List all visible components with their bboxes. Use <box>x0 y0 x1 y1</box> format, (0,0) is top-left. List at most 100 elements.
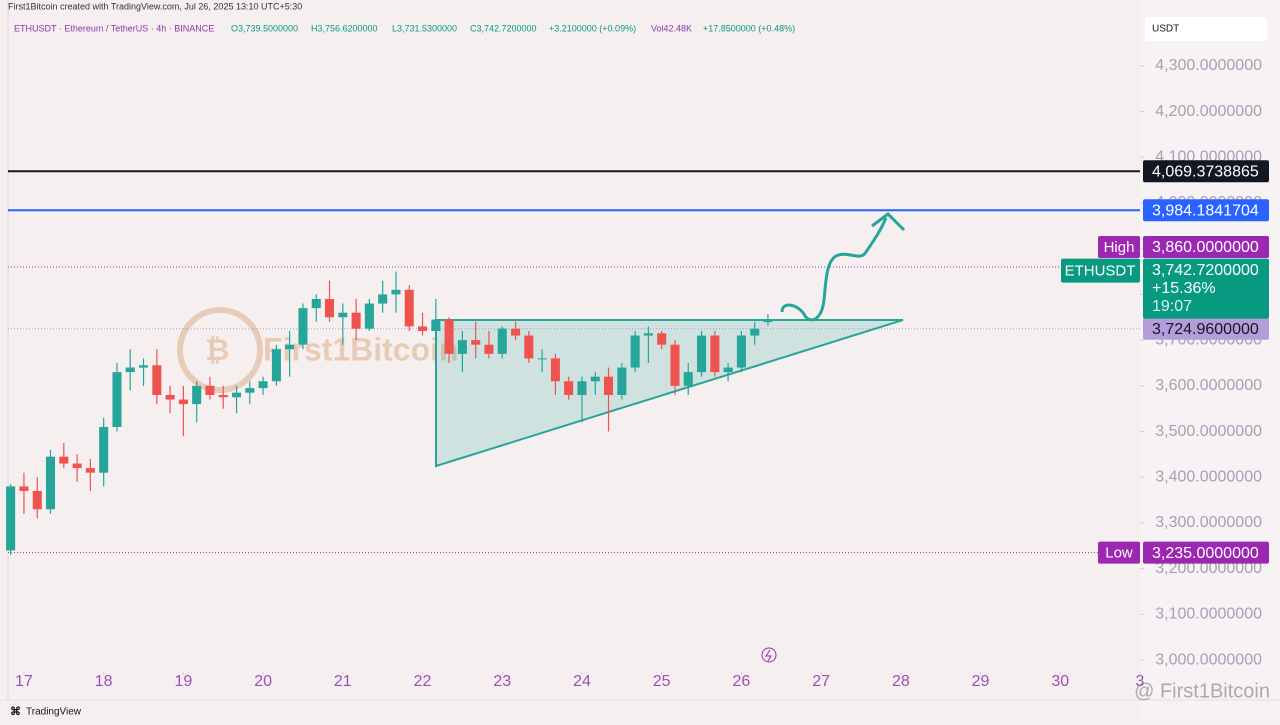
y-tick-label: 4,200.0000000 <box>1155 103 1262 120</box>
candle-body <box>338 312 348 318</box>
candle-body <box>710 335 720 373</box>
candle-body <box>218 394 228 398</box>
tv-logo: ⌘ <box>10 706 21 718</box>
footer-brand: TradingView <box>26 707 82 718</box>
level-label-box <box>1143 541 1269 564</box>
x-tick-label: 26 <box>733 673 751 690</box>
y-tick-label: 3,100.0000000 <box>1155 606 1262 623</box>
candle-body <box>670 344 680 386</box>
candle-body <box>763 320 773 323</box>
candle-body <box>524 335 534 359</box>
low: L3,731.5300000 <box>392 23 457 33</box>
candle-body <box>537 358 547 360</box>
x-tick-label: 25 <box>653 673 671 690</box>
x-tick-label: 29 <box>972 673 990 690</box>
candle-body <box>723 367 733 373</box>
candle-body <box>511 328 521 336</box>
candle-body <box>311 298 321 309</box>
event-icon[interactable] <box>761 647 777 663</box>
level-label: 3,724.9600000 <box>1152 321 1259 338</box>
x-tick-label: 27 <box>812 673 830 690</box>
y-tick-label: 3,500.0000000 <box>1155 423 1262 440</box>
candle-body <box>364 303 374 329</box>
x-tick-label: 30 <box>1051 673 1069 690</box>
candle-body <box>750 328 760 336</box>
candle-body <box>617 367 627 395</box>
x-tick-label: 28 <box>892 673 910 690</box>
change: +3.2100000 (+0.09%) <box>549 23 636 33</box>
arrow-head <box>871 212 906 232</box>
last-price-box <box>1143 258 1269 319</box>
legend: ETHUSDT · Ethereum / TetherUS · 4h · BIN… <box>14 23 795 33</box>
x-tick-label: 19 <box>174 673 192 690</box>
candle-body <box>6 486 16 551</box>
candle-body <box>324 298 335 318</box>
volume-change: +17.8500000 (+0.48%) <box>703 23 795 33</box>
candle-body <box>112 372 122 427</box>
currency-box[interactable] <box>1145 17 1267 41</box>
last-price-tag: ETHUSDT <box>1065 263 1136 280</box>
candle-body <box>630 335 640 368</box>
level-label: 3,235.0000000 <box>1152 545 1259 562</box>
watermark-group: ₿ First1Bitcoin <box>177 307 459 393</box>
x-tick-label: 3 <box>1136 673 1145 690</box>
candle-body <box>603 376 614 395</box>
y-tick-label: 3,400.0000000 <box>1155 468 1262 485</box>
candle-body <box>271 349 281 382</box>
volume: Vol42.48K <box>651 23 692 33</box>
footer-handle: @ First1Bitcoin <box>1134 680 1270 702</box>
candle-body <box>85 468 95 473</box>
candle-body <box>99 426 109 473</box>
level-tag: High <box>1104 239 1135 256</box>
y-tick-label: 3,300.0000000 <box>1155 514 1262 531</box>
candle-body <box>590 376 600 382</box>
candle-body <box>178 399 188 405</box>
candle-body <box>351 312 361 329</box>
level-label-box <box>1143 235 1269 258</box>
currency: USDT <box>1152 24 1179 35</box>
candle-body <box>45 456 56 510</box>
level-label: 3,860.0000000 <box>1152 239 1259 256</box>
candle-body <box>497 328 507 354</box>
credit: First1Bitcoin created with TradingView.c… <box>8 1 302 11</box>
candle-body <box>152 365 162 395</box>
candle-body <box>457 340 467 354</box>
level-tag-box <box>1098 541 1140 564</box>
last-price-change: +15.36% <box>1152 280 1216 297</box>
level-tag: Low <box>1105 545 1133 562</box>
symbol: ETHUSDT · Ethereum / TetherUS · 4h · BIN… <box>14 23 214 33</box>
candle-body <box>736 335 746 368</box>
candle-body <box>418 326 428 331</box>
candle-body <box>444 319 454 354</box>
event-bolt <box>765 649 772 662</box>
watermark-logo <box>177 307 263 393</box>
candle-body <box>19 486 29 491</box>
level-label-box <box>1143 199 1269 222</box>
last-price-label: 3,742.7200000 <box>1152 262 1259 279</box>
y-tick-label: 3,200.0000000 <box>1155 560 1262 577</box>
level-tag-box <box>1098 235 1140 258</box>
gridlines <box>8 65 1144 675</box>
close: C3,742.7200000 <box>470 23 537 33</box>
candle-body <box>59 456 69 464</box>
open: O3,739.5000000 <box>231 23 298 33</box>
candle-body <box>564 381 574 395</box>
candle-body <box>577 381 587 395</box>
watermark-icon: ₿ <box>205 334 229 367</box>
y-tick-label: 4,300.0000000 <box>1155 57 1262 74</box>
candle-body <box>245 388 255 393</box>
candle-body <box>378 294 388 304</box>
watermark: First1Bitcoin <box>263 331 459 367</box>
x-tick-label: 21 <box>334 673 352 690</box>
x-tick-label: 20 <box>254 673 272 690</box>
candle-body <box>165 394 175 400</box>
candle-body <box>643 333 653 336</box>
candle-body <box>657 333 667 345</box>
candle-body <box>404 289 414 327</box>
candle-body <box>258 381 268 389</box>
candle-body <box>550 358 560 382</box>
price-scale <box>1140 0 1280 720</box>
